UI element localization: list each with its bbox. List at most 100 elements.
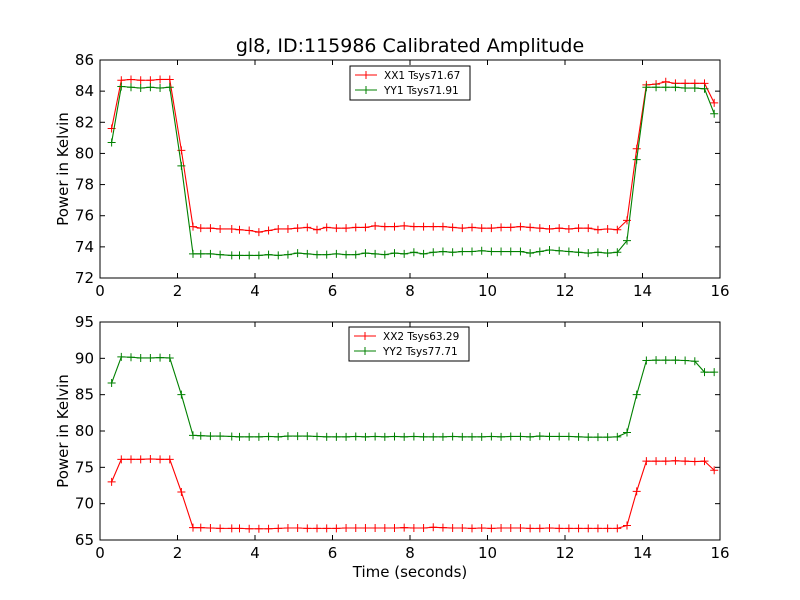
x-axis-label: Time (seconds) [352,563,468,581]
data-point [322,250,331,259]
data-point [613,432,622,441]
data-point [380,250,389,259]
data-point [710,98,719,107]
data-point [555,432,564,441]
data-point [342,524,351,533]
legend-label: YY2 Tsys77.71 [382,346,458,358]
data-point [264,432,273,441]
data-point [652,356,661,365]
data-point [623,236,631,245]
data-point [371,432,380,441]
data-point [623,521,631,530]
data-point [555,224,564,233]
data-point [409,432,418,441]
legend-item-1: XX1 Tsys71.67 [355,70,460,82]
data-point [127,83,135,92]
data-point [613,248,622,257]
data-point [351,223,360,232]
data-point [671,356,680,365]
data-point [196,431,205,440]
data-point [487,247,496,256]
data-point [351,432,360,441]
data-point [477,432,486,441]
data-point [322,524,331,533]
data-point [438,523,447,532]
data-point [283,224,292,233]
data-point [107,138,116,147]
legend-box [349,65,471,101]
data-point [603,433,612,442]
data-point [652,83,661,92]
y-tick-label: 86 [75,51,94,69]
data-point [516,247,525,256]
data-point [555,524,564,533]
data-point [264,524,273,533]
data-point [690,357,699,366]
y-tick-label: 65 [75,531,94,549]
data-point [419,222,428,231]
data-point [593,433,602,442]
data-point [177,390,186,399]
data-point [497,432,506,441]
series-2 [107,82,719,260]
data-point [189,249,197,258]
x-tick-label: 8 [405,282,415,300]
series-line [111,78,715,233]
data-point [322,432,331,441]
data-point [652,457,661,466]
data-point [710,109,719,118]
data-point [623,428,631,437]
x-tick-label: 2 [173,282,183,300]
data-point [438,247,447,256]
data-point [342,432,351,441]
data-point [235,432,244,441]
data-point [146,76,155,85]
data-point [593,524,602,533]
data-point [564,432,573,441]
data-point [448,248,457,257]
data-point [196,249,205,258]
data-point [642,457,651,466]
data-point [506,247,515,256]
data-point [632,155,641,164]
data-point [448,223,457,232]
x-tick-label: 8 [405,544,415,562]
legend: XX2 Tsys63.29 YY2 Tsys77.71 [348,326,470,362]
data-point [516,432,525,441]
data-point [400,249,409,258]
data-point [700,368,709,377]
data-point [227,524,236,533]
data-point [283,250,292,259]
data-point [458,247,467,256]
data-point [254,251,263,260]
x-tick-label: 6 [328,282,338,300]
x-tick-label: 4 [250,544,260,562]
data-point [458,224,467,233]
data-point [245,524,254,533]
data-point [671,456,680,465]
data-point [613,225,622,234]
x-tick-label: 10 [478,544,497,562]
data-point [371,249,380,258]
data-point [487,524,496,533]
data-point [661,356,670,365]
data-point [429,248,438,257]
data-point [477,224,486,233]
data-point [227,224,236,233]
data-point [283,524,292,533]
data-point [235,524,244,533]
data-point [409,222,418,231]
data-point [526,432,535,441]
data-point [681,84,690,93]
data-point [165,353,174,362]
data-point [293,432,302,441]
data-point [371,524,380,533]
data-point [564,524,573,533]
data-point [293,224,302,233]
data-point [574,224,583,233]
y-tick-label: 78 [75,176,94,194]
data-point [448,432,457,441]
data-point [189,222,197,231]
data-point [332,249,341,258]
y-tick-label: 84 [75,82,94,100]
